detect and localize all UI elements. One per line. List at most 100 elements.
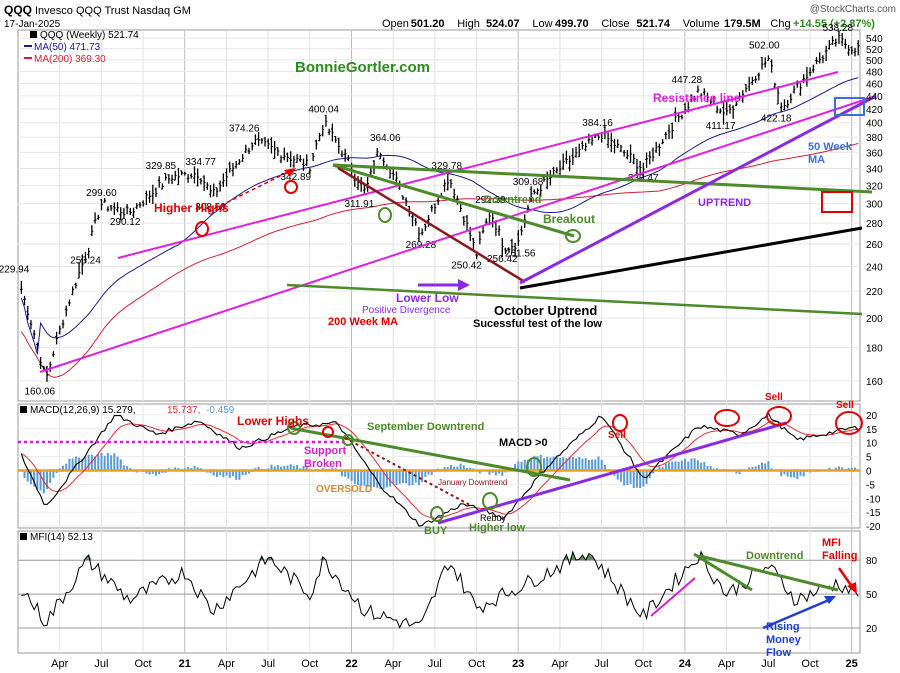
- ohlc-value-5: +14.55 (+2.87%): [793, 18, 875, 30]
- breakdown-circle: [378, 207, 392, 223]
- macd-histogram-bar: [103, 455, 106, 471]
- legend-macd: MACD(12,26,9) 15.279,: [30, 405, 136, 416]
- macd-histogram-bar: [494, 470, 497, 476]
- macd-histogram-bar: [357, 470, 360, 485]
- macd-histogram-bar: [187, 466, 190, 471]
- label-breakout: Breakout: [543, 212, 595, 226]
- macd-histogram-bar: [664, 463, 667, 471]
- macd-histogram-bar: [466, 467, 469, 471]
- macd-rebuy-circle: [482, 492, 498, 510]
- macd-histogram-bar: [462, 465, 465, 471]
- price-y-tick: 280: [866, 219, 883, 230]
- macd-histogram-bar: [283, 465, 286, 471]
- price-y-tick: 340: [866, 164, 883, 175]
- macd-histogram-bar: [302, 465, 305, 471]
- macd-y-tick: -10: [866, 494, 881, 505]
- macd-histogram-bar: [751, 466, 754, 471]
- label-higher-highs: Higher Highs: [154, 201, 229, 215]
- macd-histogram-bar: [151, 470, 154, 474]
- macd-histogram-bar: [828, 467, 831, 471]
- macd-histogram-bar: [668, 462, 671, 471]
- price-y-tick: 320: [866, 182, 883, 193]
- macd-histogram-bar: [600, 459, 603, 471]
- ohlc-label-1: High: [457, 18, 480, 30]
- ticker-symbol: QQQ: [4, 3, 32, 17]
- label-successful-test: Sucessful test of the low: [473, 318, 602, 330]
- macd-histogram-bar: [122, 465, 125, 471]
- macd-histogram-bar: [29, 470, 32, 485]
- macd-histogram-bar: [347, 470, 350, 479]
- x-tick-label: Oct: [134, 658, 151, 670]
- legend-swatch-price: [30, 31, 37, 38]
- macd-histogram-bar: [126, 466, 129, 471]
- macd-histogram-bar: [514, 463, 517, 471]
- legend-macd-hist: -0.459: [206, 405, 235, 416]
- macd-histogram-bar: [677, 461, 680, 471]
- macd-panel: [18, 412, 860, 527]
- rising-mfi-arrow: [762, 598, 830, 630]
- price-y-tick: 480: [866, 67, 883, 78]
- macd-y-tick: 10: [866, 439, 878, 450]
- ohlc-value-4: 179.5M: [724, 18, 761, 30]
- legend-ma200: MA(200) 369.30: [34, 54, 106, 65]
- price-value-label: 253.24: [70, 255, 101, 266]
- legend-swatch-macd: [20, 406, 27, 413]
- price-value-label: 339.47: [628, 173, 659, 184]
- macd-histogram-bar: [449, 465, 452, 471]
- label-50wk-1: 50 Week: [808, 141, 853, 153]
- macd-histogram-bar: [834, 467, 837, 471]
- macd-histogram-bar: [273, 466, 276, 471]
- label-oversold: OVERSOLD: [316, 484, 372, 495]
- macd-histogram-bar: [23, 470, 26, 479]
- ohlc-label-2: Low: [532, 18, 552, 30]
- macd-histogram-bar: [587, 459, 590, 471]
- macd-sell-circle-3: [766, 406, 792, 426]
- macd-histogram-bar: [847, 467, 850, 471]
- macd-histogram-bar: [228, 470, 231, 478]
- site-name: BonnieGortler.com: [295, 59, 430, 76]
- macd-buy-circle: [430, 506, 444, 522]
- price-value-label: 308.60: [195, 202, 226, 213]
- macd-sell-circle-1: [612, 414, 628, 432]
- macd-histogram-bar: [292, 466, 295, 471]
- green-trendline-bottom: [286, 283, 863, 316]
- label-downtrend: Downtrend: [484, 194, 541, 206]
- macd-histogram-bar: [241, 470, 244, 476]
- macd-histogram-bar: [405, 470, 408, 484]
- macd-histogram-bar: [520, 461, 523, 471]
- mfi-overbought-fill: [21, 551, 859, 561]
- black-support-line: [519, 226, 863, 290]
- macd-y-tick: 15: [866, 425, 878, 436]
- macd-histogram-bar: [501, 470, 504, 476]
- macd-histogram-bar: [764, 463, 767, 471]
- macd-histogram-bar: [616, 470, 619, 480]
- macd-histogram-bar: [68, 458, 71, 471]
- macd-histogram-bar: [581, 458, 584, 471]
- macd-histogram-bar: [244, 470, 247, 475]
- macd-histogram-bar: [158, 470, 161, 475]
- price-value-label: 329.85: [146, 161, 177, 172]
- macd-circle-1: [287, 421, 301, 435]
- legend-mfi: MFI(14) 52.13: [30, 532, 93, 543]
- x-tick-label: Oct: [635, 658, 652, 670]
- macd-histogram-bar: [33, 470, 36, 487]
- price-y-tick: 240: [866, 263, 883, 274]
- macd-histogram-bar: [793, 470, 796, 478]
- macd-histogram-bar: [392, 470, 395, 484]
- x-tick-label: 23: [512, 658, 524, 670]
- label-sell-1: Sell: [608, 430, 626, 441]
- watermark: @StockCharts.com: [810, 4, 896, 15]
- label-higher-low: Higher low: [469, 522, 526, 534]
- x-tick-label: Apr: [718, 658, 735, 670]
- macd-histogram-bar: [106, 452, 109, 471]
- macd-histogram-bar: [629, 470, 632, 484]
- ohlc-value-2: 499.70: [555, 18, 589, 30]
- ohlc-label-5: Chg: [770, 18, 790, 30]
- label-positive-divergence: Positive Divergence: [362, 305, 451, 316]
- macd-histogram-bar: [709, 466, 712, 471]
- macd-histogram-bar: [559, 457, 562, 471]
- macd-y-tick: 5: [866, 453, 872, 464]
- macd-histogram-bar: [424, 470, 427, 478]
- macd-histogram-bar: [841, 467, 844, 471]
